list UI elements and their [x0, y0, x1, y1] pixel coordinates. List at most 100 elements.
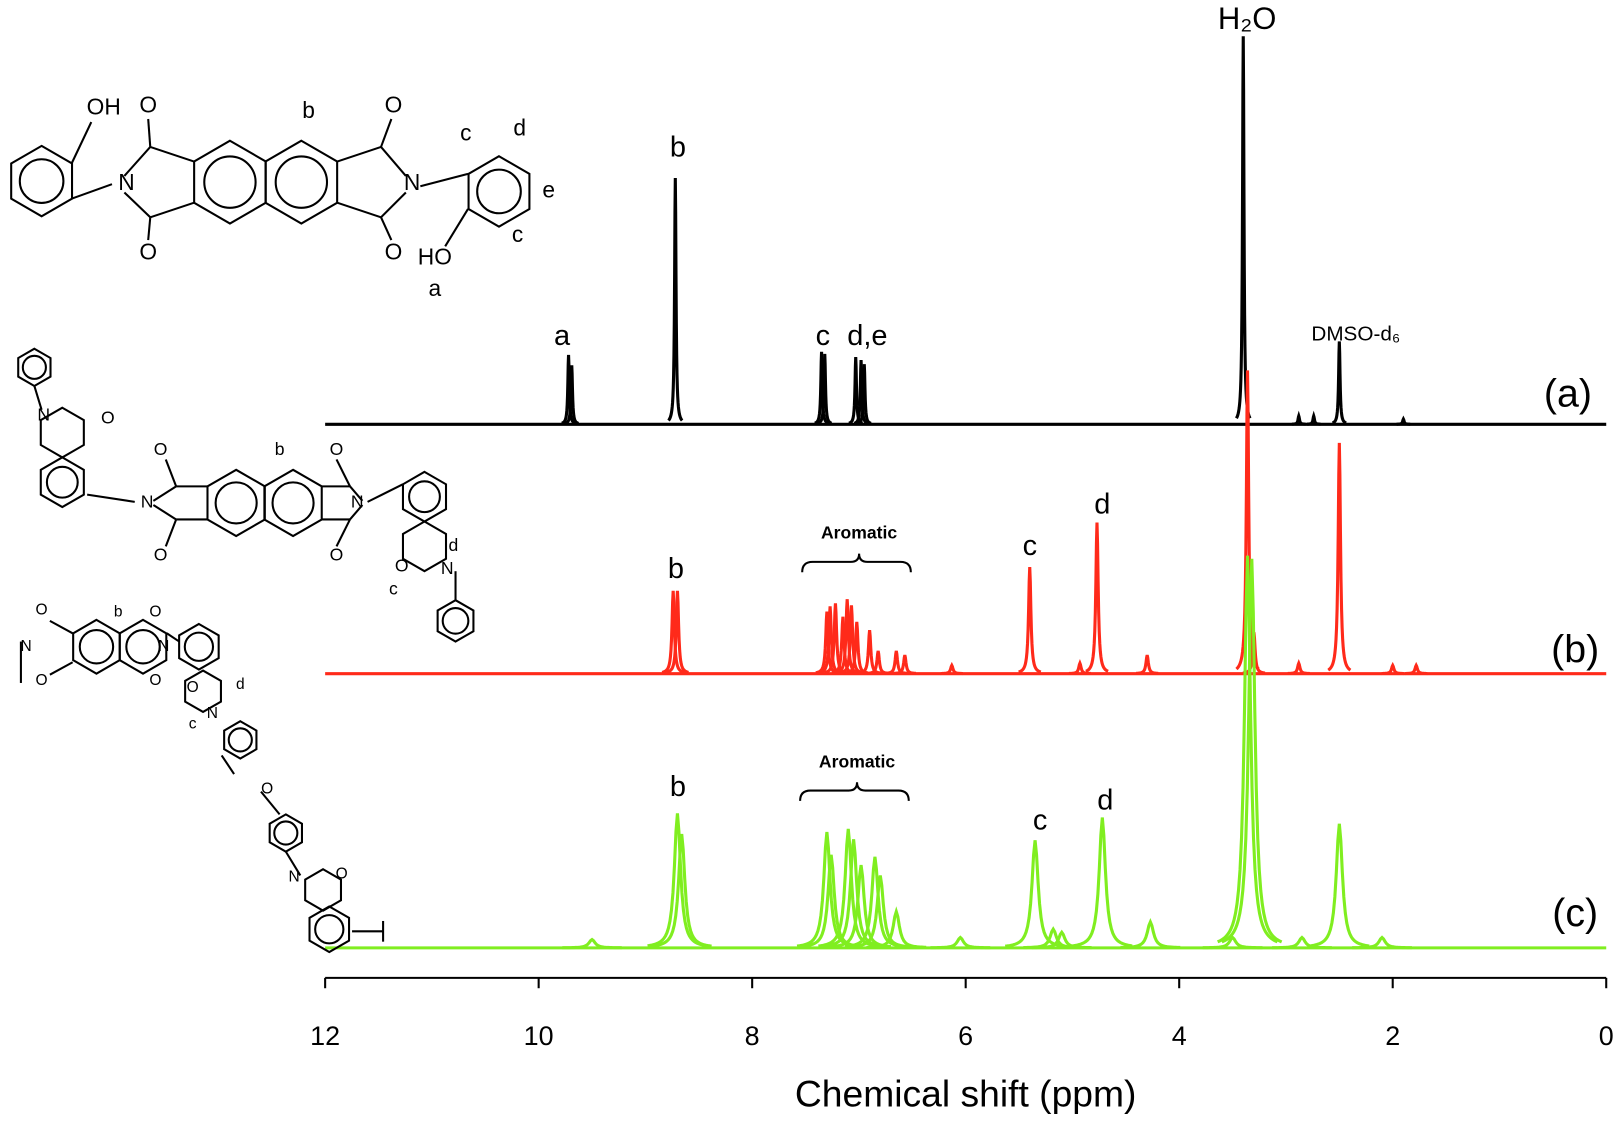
- ring-inner: [183, 631, 215, 662]
- structure-label: e: [542, 176, 555, 202]
- structure: N O O O Nb O O N O Nd c: [17, 347, 475, 643]
- structure-label: c: [460, 120, 471, 146]
- ring-inner: [476, 168, 522, 215]
- bond: [337, 145, 382, 163]
- brace: [799, 782, 910, 801]
- peak: [814, 351, 829, 425]
- peak: [1309, 823, 1370, 948]
- structure-label: b: [114, 604, 123, 621]
- peak: [1287, 659, 1310, 676]
- bond: [335, 458, 351, 487]
- ring-inner: [408, 480, 441, 514]
- structure-label: N: [20, 638, 31, 655]
- bond: [152, 485, 177, 502]
- x-tick-label: 8: [745, 1021, 760, 1051]
- structure-label: O: [330, 544, 344, 564]
- ring-inner: [18, 158, 65, 204]
- ring-inner: [273, 820, 299, 846]
- structure-label: N: [351, 492, 364, 512]
- peak: [1306, 410, 1321, 426]
- peak-label: Aromatic: [821, 523, 897, 543]
- ring-inner: [78, 629, 115, 665]
- ring: [39, 456, 85, 509]
- peak: [1135, 654, 1159, 675]
- ring-inner: [227, 727, 253, 753]
- structure-label: O: [187, 679, 199, 696]
- bond: [33, 385, 43, 411]
- peak-label: b: [668, 553, 684, 585]
- x-tick-label: 2: [1385, 1021, 1400, 1051]
- peak-label: b: [670, 132, 686, 164]
- structure-label: O: [154, 544, 168, 564]
- peak: [866, 906, 927, 949]
- structure-label: O: [154, 439, 168, 459]
- peak-label: a: [554, 320, 571, 352]
- peak: [1120, 917, 1181, 950]
- peak: [1272, 935, 1332, 950]
- ring: [467, 155, 531, 228]
- peak-label: c: [1023, 530, 1037, 562]
- ring: [184, 669, 222, 714]
- x-tick-label: 6: [958, 1021, 973, 1051]
- peak-label: d: [1097, 785, 1113, 817]
- peak: [1235, 36, 1252, 420]
- bond: [284, 851, 302, 876]
- peak: [1217, 555, 1279, 944]
- structure-label: HO: [418, 244, 452, 270]
- structure-label: b: [302, 97, 315, 123]
- structure-label: d: [449, 535, 459, 555]
- ring-inner: [203, 155, 257, 209]
- bond: [335, 519, 351, 547]
- peak: [564, 365, 579, 425]
- structure-label: c: [389, 578, 398, 598]
- peak: [850, 875, 911, 949]
- structure-label: O: [149, 604, 161, 621]
- peak-label: b: [670, 771, 686, 803]
- peak: [1068, 659, 1092, 676]
- x-tick-label: 0: [1599, 1021, 1614, 1051]
- ring: [263, 468, 323, 538]
- peak: [1072, 817, 1133, 948]
- structure-label: O: [385, 92, 403, 118]
- bond: [380, 118, 393, 148]
- peak: [1018, 567, 1042, 674]
- structure-label: N: [158, 638, 169, 655]
- x-tick-label: 12: [310, 1021, 340, 1051]
- bond: [147, 217, 152, 241]
- ring: [436, 598, 475, 643]
- structure-label: c: [189, 715, 197, 732]
- x-axis-title: Chemical shift (ppm): [795, 1073, 1137, 1115]
- structure-label: O: [139, 92, 157, 118]
- ring-inner: [271, 481, 315, 525]
- ring: [308, 905, 351, 954]
- peak: [940, 661, 963, 676]
- structure-label: N: [118, 169, 134, 195]
- bond: [380, 146, 407, 177]
- ring-inner: [214, 481, 258, 525]
- bond: [380, 216, 393, 241]
- structure-label: O: [330, 439, 344, 459]
- bond: [123, 191, 151, 219]
- structure-label: O: [36, 672, 48, 689]
- peak: [885, 650, 908, 675]
- peak-label: c: [1033, 804, 1047, 836]
- peak-label: c: [816, 320, 830, 352]
- bond: [166, 632, 180, 643]
- bond: [349, 485, 364, 502]
- ring-inner: [314, 914, 345, 945]
- structure-label: N: [288, 869, 299, 886]
- structure-label: N: [404, 169, 420, 195]
- bond: [71, 183, 113, 200]
- peak: [1352, 935, 1412, 950]
- ring-inner: [45, 465, 79, 499]
- structure-label: N: [441, 558, 454, 578]
- bond: [70, 121, 93, 164]
- structure-label: c: [512, 221, 523, 247]
- bond: [260, 790, 281, 816]
- peak: [853, 360, 869, 425]
- bond: [49, 619, 74, 635]
- peak: [1202, 935, 1263, 950]
- ring: [401, 520, 448, 573]
- peak: [818, 828, 879, 948]
